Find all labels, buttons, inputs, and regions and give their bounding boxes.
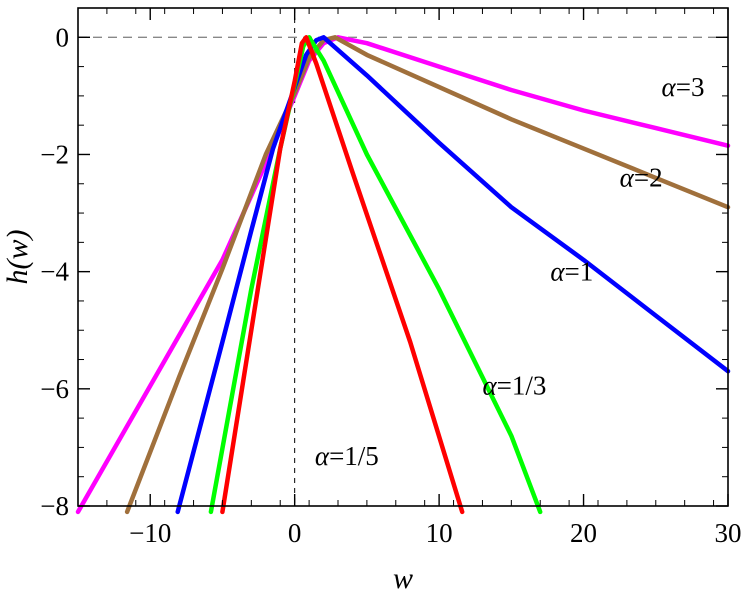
x-tick-label: 20 [570,518,597,548]
curve-labels: α=3 α=2 α=1 α=1/3 α=1/5 [315,72,705,471]
series-line-2 [175,35,731,515]
series-line-4 [220,35,465,515]
plot-frame [77,7,729,507]
y-tick-label: −6 [40,374,69,404]
y-tick-label: −2 [40,139,69,169]
curve-label-4: α=1/5 [315,441,379,471]
reference-lines [78,8,728,506]
curve-label-3: α=1/3 [482,371,546,401]
axis-ticks [77,8,729,507]
tick-labels: −10 0 10 20 30 0 −2 −4 −6 −8 [40,22,741,548]
x-tick-label: 10 [426,518,453,548]
curve-label-2: α=1 [550,256,593,286]
y-tick-label: 0 [56,22,70,52]
y-tick-label: −4 [40,257,69,287]
x-tick-label: 30 [715,518,742,548]
x-tick-label: −10 [129,518,171,548]
y-tick-label: −8 [40,491,69,521]
series-curves [75,35,731,515]
x-axis-title: w [393,562,413,595]
curve-label-1: α=2 [620,163,663,193]
curve-label-0: α=3 [662,72,705,102]
y-axis-title: h(w) [1,230,34,285]
series-line-1 [124,35,731,515]
x-tick-label: 0 [288,518,302,548]
